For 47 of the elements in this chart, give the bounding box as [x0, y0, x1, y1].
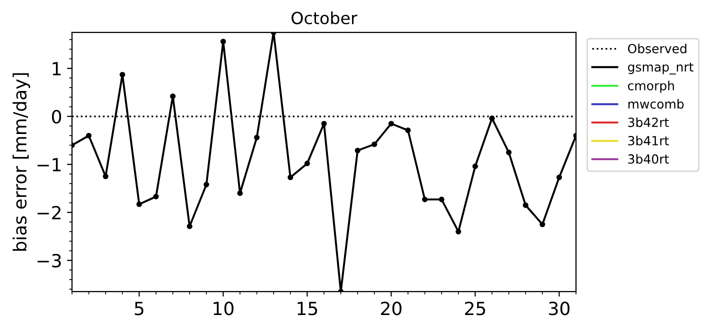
y-tick-label: 0: [52, 110, 62, 124]
point: [540, 222, 546, 228]
legend-label: 3b41rt: [628, 136, 669, 146]
point: [102, 174, 108, 180]
point: [405, 128, 411, 134]
point: [170, 93, 176, 100]
point: [472, 164, 478, 170]
point: [304, 160, 310, 166]
y-axis-title: bias error [mm/day]: [12, 73, 30, 251]
point: [220, 38, 226, 44]
legend-label: gsmap_nrt: [628, 62, 694, 74]
point: [388, 120, 394, 126]
x-tick-label: 25: [465, 302, 486, 316]
point: [120, 72, 126, 78]
point: [372, 141, 378, 148]
point: [422, 196, 428, 202]
point: [153, 194, 159, 200]
legend-label: mwcomb: [628, 99, 684, 109]
legend-label: 3b42rt: [628, 117, 669, 128]
chart-title: October: [292, 11, 358, 24]
point: [288, 174, 294, 180]
y-tick-label: −2: [38, 206, 60, 220]
y-tick-label: 1: [52, 62, 61, 76]
point: [438, 196, 444, 202]
point: [86, 132, 92, 138]
x-tick-label: 15: [298, 302, 318, 316]
point: [354, 148, 360, 154]
x-tick-label: 10: [214, 302, 234, 316]
legend-label: Observed: [628, 44, 686, 54]
point: [456, 228, 462, 234]
point: [136, 201, 142, 208]
point: [254, 134, 260, 140]
legend-label: 3b40rt: [628, 154, 669, 164]
point: [237, 190, 243, 196]
point: [204, 182, 210, 188]
x-tick-label: 30: [549, 302, 570, 316]
point: [321, 120, 327, 126]
y-tick-label: −3: [38, 254, 61, 268]
point: [506, 150, 512, 156]
y-tick-label: −1: [38, 158, 61, 172]
point: [489, 116, 495, 122]
x-tick-label: 5: [134, 302, 144, 316]
point: [556, 174, 562, 180]
x-tick-label: 20: [381, 302, 402, 316]
point: [186, 224, 192, 230]
point: [522, 202, 528, 208]
legend-label: cmorph: [628, 80, 674, 93]
